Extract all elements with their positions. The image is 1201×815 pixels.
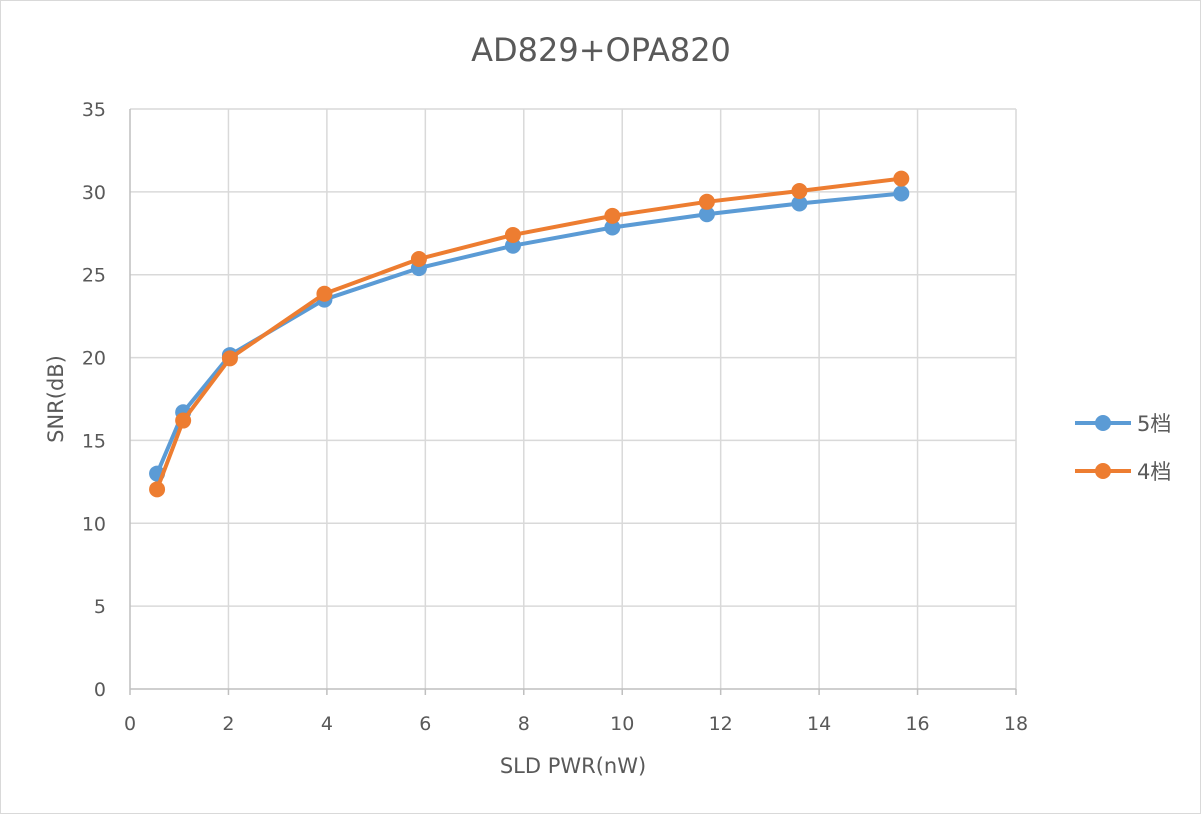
data-point: [504, 226, 521, 243]
data-point: [410, 250, 427, 267]
legend-item: 4档: [1075, 460, 1171, 484]
grid-lines: [129, 108, 1017, 695]
y-axis-label: SNR(dB): [44, 355, 68, 443]
axis-ticks: 0 5 10 15 20 25 30 35 0 2 4 6 8 10 12 14 16 18: [82, 99, 1028, 735]
y-tick-label: 25: [82, 265, 106, 287]
legend-label: 5档: [1137, 412, 1171, 436]
y-tick-label: 5: [94, 596, 106, 618]
data-point: [893, 170, 910, 187]
data-point: [604, 207, 621, 224]
x-tick-label: 18: [1004, 713, 1028, 735]
x-tick-label: 0: [124, 713, 136, 735]
legend-swatch-marker: [1095, 463, 1111, 479]
legend-item: 5档: [1075, 412, 1171, 436]
chart-title: AD829+OPA820: [471, 31, 731, 69]
x-tick-label: 12: [709, 713, 733, 735]
y-tick-label: 10: [82, 513, 106, 535]
data-point: [604, 219, 621, 236]
x-tick-label: 2: [222, 713, 234, 735]
data-point: [221, 350, 238, 367]
y-tick-label: 0: [94, 679, 106, 701]
data-point: [893, 185, 910, 202]
data-point: [149, 481, 166, 498]
y-tick-label: 15: [82, 430, 106, 452]
x-tick-label: 8: [518, 713, 530, 735]
data-point: [316, 285, 333, 302]
series-2: [149, 170, 910, 498]
series-line: [155, 176, 902, 491]
data-point: [698, 206, 715, 223]
y-tick-label: 20: [82, 348, 106, 370]
data-point: [791, 195, 808, 212]
x-tick-label: 6: [419, 713, 431, 735]
y-tick-label: 30: [82, 182, 106, 204]
legend-swatch-marker: [1095, 415, 1111, 431]
x-tick-label: 10: [610, 713, 634, 735]
data-point: [175, 412, 192, 429]
x-tick-label: 14: [807, 713, 831, 735]
series-line: [155, 191, 902, 475]
legend: 5档 4档: [1075, 412, 1171, 484]
data-point: [698, 193, 715, 210]
x-tick-label: 4: [321, 713, 333, 735]
x-tick-label: 16: [905, 713, 929, 735]
legend-label: 4档: [1137, 460, 1171, 484]
x-axis-label: SLD PWR(nW): [500, 754, 646, 778]
data-point: [791, 183, 808, 200]
y-tick-label: 35: [82, 99, 106, 121]
series-layer: [149, 170, 910, 498]
